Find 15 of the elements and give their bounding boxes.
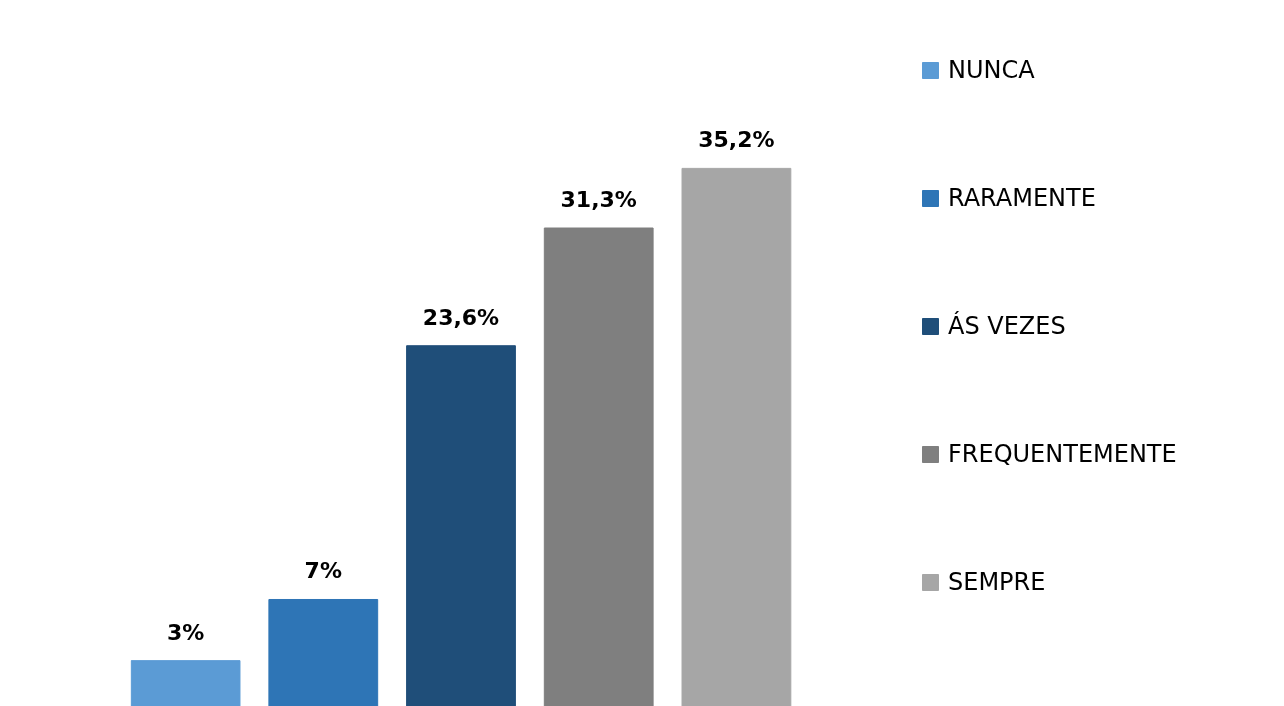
legend-label: SEMPRE — [948, 568, 1046, 596]
data-label: 35,2% — [698, 127, 775, 153]
bar — [406, 345, 516, 706]
data-label: 3% — [166, 619, 205, 645]
data-label: 7% — [304, 558, 342, 584]
legend-label: ÁS VEZES — [948, 312, 1066, 340]
legend-label: RARAMENTE — [948, 184, 1096, 212]
legend-label: NUNCA — [948, 56, 1035, 84]
bar — [681, 167, 792, 706]
bar — [268, 598, 379, 706]
bar — [543, 227, 654, 706]
data-label: 31,3% — [560, 187, 637, 213]
legend-label: FREQUENTEMENTE — [948, 440, 1177, 468]
data-label: 23,6% — [422, 304, 500, 330]
bar — [130, 660, 241, 706]
